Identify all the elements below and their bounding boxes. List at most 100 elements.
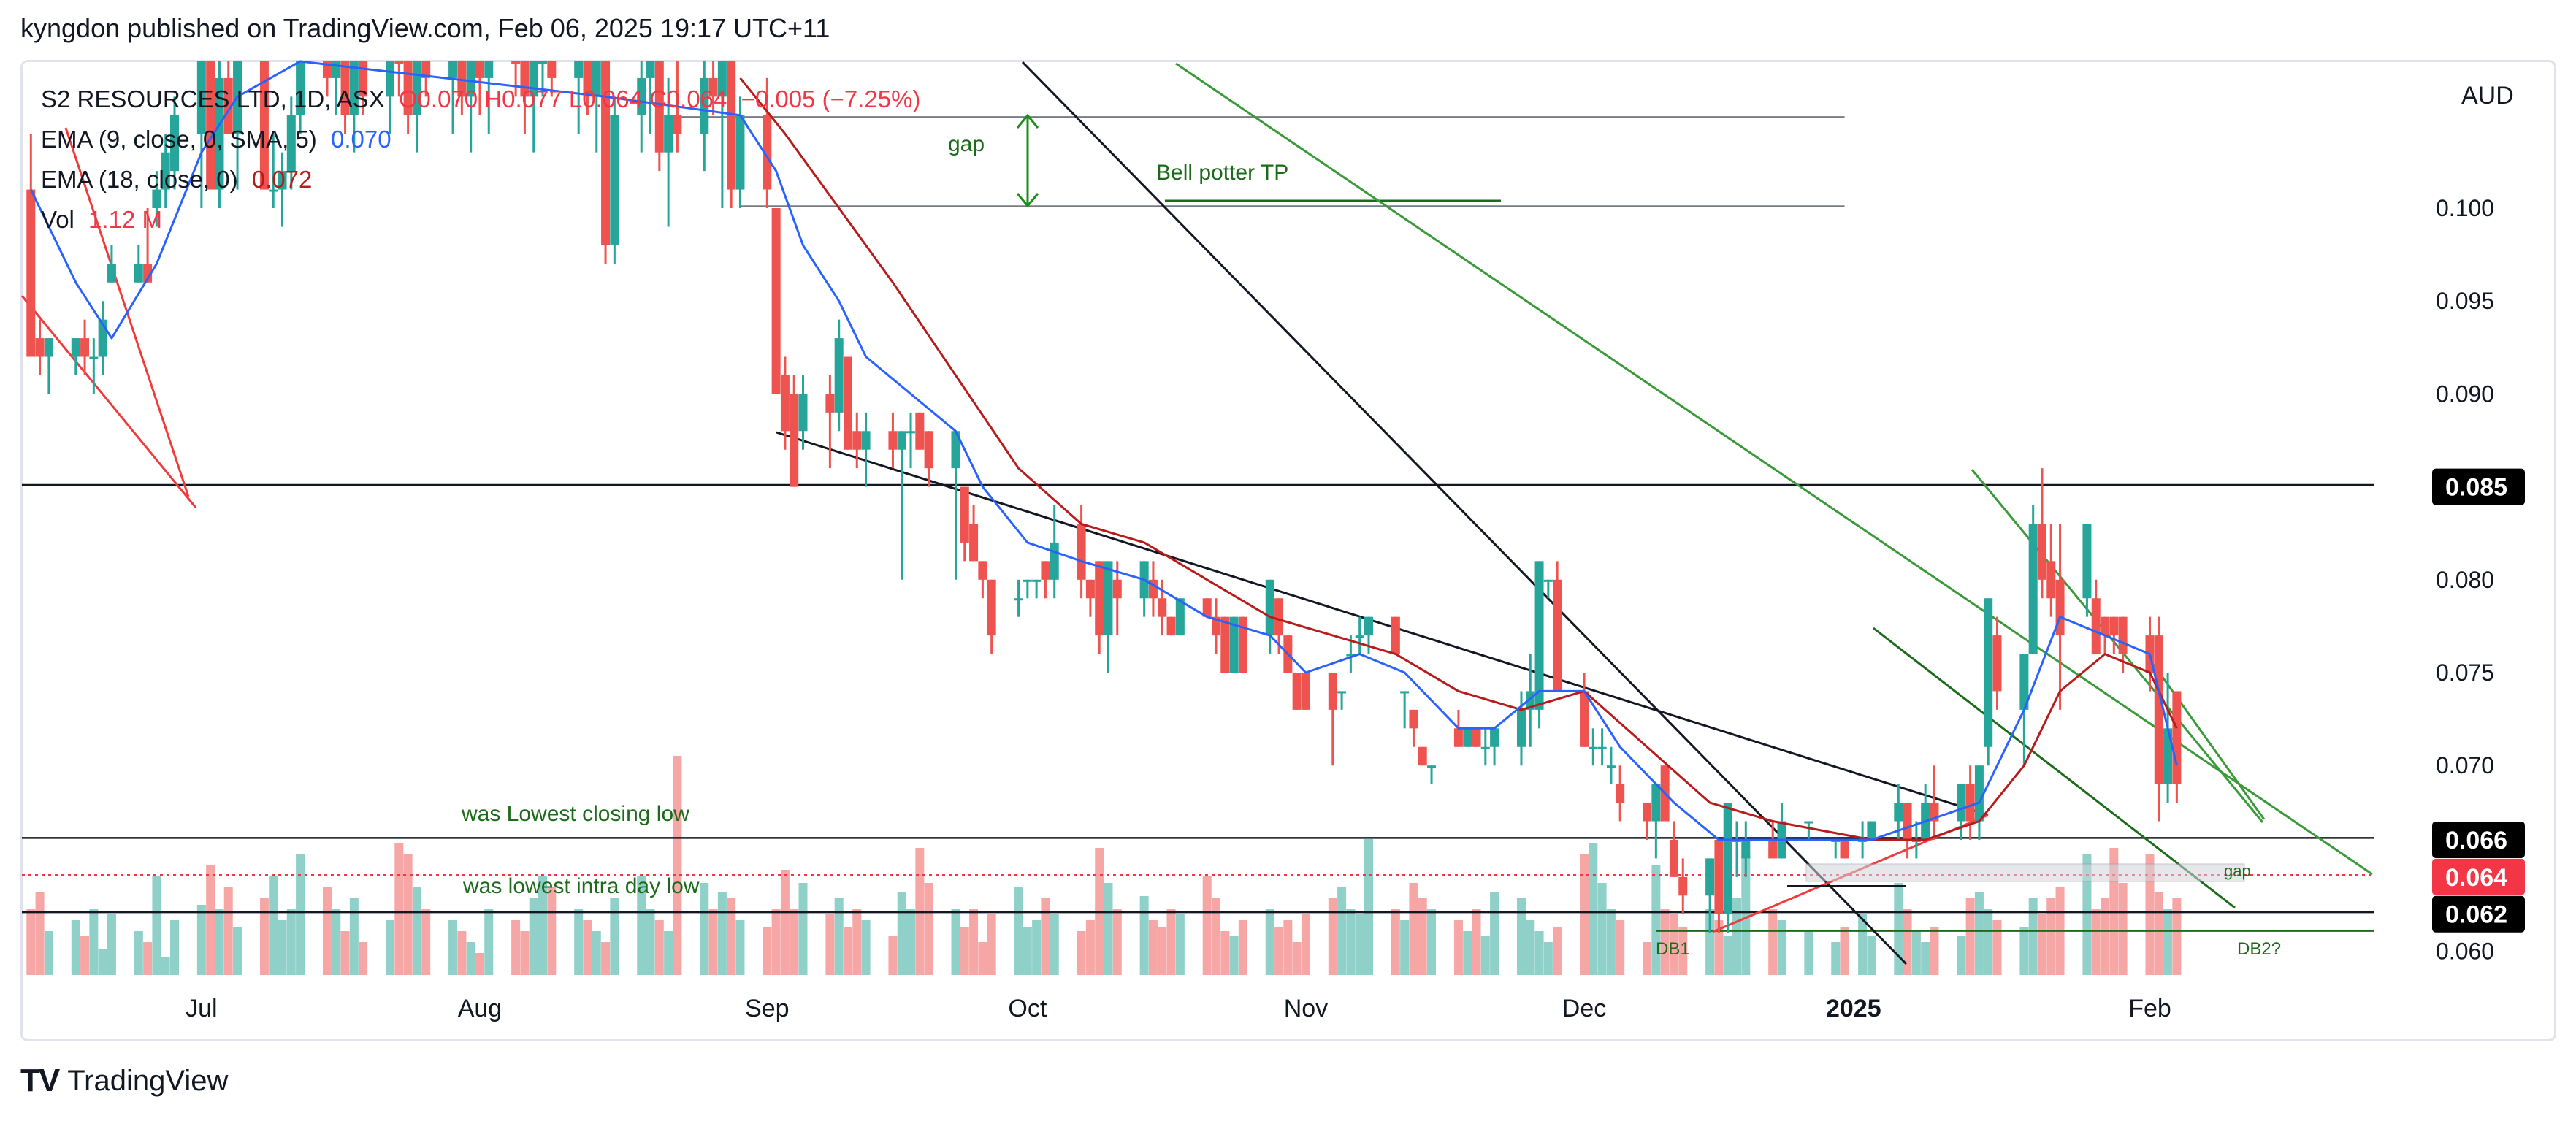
- candle[interactable]: [296, 61, 305, 134]
- candle[interactable]: [1364, 616, 1373, 654]
- candle[interactable]: [206, 61, 215, 190]
- candle[interactable]: [1202, 598, 1212, 617]
- candle[interactable]: [1212, 598, 1220, 654]
- candle[interactable]: [1328, 673, 1337, 766]
- candle[interactable]: [1651, 784, 1661, 859]
- candle[interactable]: [1409, 709, 1418, 747]
- candle[interactable]: [1480, 728, 1490, 766]
- ema9-line[interactable]: [29, 60, 2178, 841]
- ema18-line[interactable]: [739, 77, 2178, 841]
- candle[interactable]: [1077, 505, 1086, 599]
- candle[interactable]: [1516, 691, 1526, 766]
- candle[interactable]: [1427, 765, 1437, 784]
- candle[interactable]: [664, 77, 673, 227]
- candle[interactable]: [1041, 561, 1050, 599]
- candle[interactable]: [798, 375, 808, 450]
- candle[interactable]: [897, 431, 906, 580]
- candle[interactable]: [269, 134, 278, 208]
- candle[interactable]: [825, 375, 835, 469]
- candle[interactable]: [1831, 839, 1841, 859]
- candle[interactable]: [574, 61, 584, 134]
- candle[interactable]: [1965, 765, 1975, 840]
- candle[interactable]: [161, 134, 170, 208]
- candle[interactable]: [80, 319, 90, 375]
- candle[interactable]: [1166, 616, 1176, 636]
- candle[interactable]: [2154, 616, 2163, 822]
- candle[interactable]: [852, 412, 862, 469]
- candle[interactable]: [1175, 598, 1185, 636]
- candle[interactable]: [1238, 616, 1247, 673]
- candle[interactable]: [1553, 561, 1562, 692]
- candle[interactable]: [987, 579, 996, 654]
- candle[interactable]: [906, 412, 916, 469]
- candle[interactable]: [1543, 579, 1553, 599]
- candle[interactable]: [1741, 821, 1751, 877]
- candle[interactable]: [44, 338, 53, 394]
- candle[interactable]: [98, 301, 107, 375]
- candle[interactable]: [1714, 839, 1724, 933]
- candle[interactable]: [1148, 561, 1158, 617]
- candle[interactable]: [1597, 728, 1607, 766]
- candle[interactable]: [1418, 746, 1427, 766]
- candle[interactable]: [1220, 616, 1230, 673]
- candle[interactable]: [223, 61, 233, 134]
- candle[interactable]: [1391, 616, 1400, 654]
- candle[interactable]: [1580, 673, 1589, 747]
- candle[interactable]: [1992, 616, 2002, 710]
- candle[interactable]: [601, 61, 611, 264]
- candle[interactable]: [951, 431, 960, 580]
- candle[interactable]: [1085, 579, 1095, 617]
- candle[interactable]: [1732, 821, 1742, 877]
- candle[interactable]: [1463, 728, 1472, 747]
- candle[interactable]: [169, 96, 179, 190]
- candle[interactable]: [1705, 858, 1715, 933]
- candle[interactable]: [727, 61, 736, 208]
- candle[interactable]: [888, 412, 898, 469]
- candle[interactable]: [834, 319, 844, 432]
- candle[interactable]: [1777, 803, 1786, 859]
- candle[interactable]: [1490, 728, 1499, 766]
- candle[interactable]: [861, 412, 871, 487]
- candle[interactable]: [2091, 579, 2101, 654]
- candle[interactable]: [538, 61, 548, 97]
- candle[interactable]: [924, 431, 933, 487]
- candle[interactable]: [359, 61, 368, 115]
- candle[interactable]: [134, 245, 143, 283]
- candle[interactable]: [278, 152, 287, 227]
- candle[interactable]: [700, 61, 709, 172]
- candle[interactable]: [421, 61, 431, 97]
- candle[interactable]: [637, 61, 646, 153]
- candle[interactable]: [215, 61, 224, 208]
- tradingview-footer[interactable]: TV TradingView: [20, 1063, 228, 1099]
- legend-symbol-row[interactable]: S2 RESOURCES LTD, 1D, ASX O0.070 H0.077 …: [41, 79, 920, 119]
- candle[interactable]: [1957, 784, 1966, 840]
- candle[interactable]: [1229, 616, 1239, 673]
- currency-label[interactable]: AUD: [2461, 82, 2514, 110]
- candle[interactable]: [475, 61, 484, 115]
- candle[interactable]: [978, 561, 987, 599]
- candle[interactable]: [143, 208, 153, 283]
- candle[interactable]: [511, 61, 521, 97]
- candle[interactable]: [2028, 505, 2038, 654]
- candle[interactable]: [583, 61, 592, 115]
- candle[interactable]: [1104, 561, 1113, 673]
- candle[interactable]: [1139, 561, 1149, 617]
- candle[interactable]: [1921, 784, 1930, 840]
- candle[interactable]: [448, 61, 458, 134]
- candle[interactable]: [196, 61, 206, 208]
- candle[interactable]: [654, 61, 664, 172]
- candle[interactable]: [843, 356, 852, 450]
- candle[interactable]: [1804, 821, 1813, 840]
- candle[interactable]: [1616, 765, 1625, 822]
- candle[interactable]: [1669, 821, 1678, 877]
- candle[interactable]: [1643, 803, 1652, 840]
- candle[interactable]: [960, 486, 969, 562]
- candle[interactable]: [1023, 579, 1032, 599]
- candle[interactable]: [1867, 821, 1876, 840]
- candle[interactable]: [1984, 598, 1993, 766]
- candle[interactable]: [2046, 524, 2056, 617]
- candle[interactable]: [915, 412, 925, 450]
- price-badge[interactable]: 0.062: [2432, 895, 2525, 933]
- candle[interactable]: [1678, 858, 1688, 914]
